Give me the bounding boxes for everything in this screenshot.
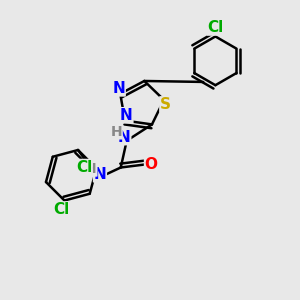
Text: H: H (110, 125, 122, 139)
Text: O: O (145, 157, 158, 172)
Text: N: N (120, 108, 133, 123)
Text: N: N (94, 167, 106, 182)
Text: S: S (160, 97, 171, 112)
Text: H: H (85, 162, 97, 176)
Text: N: N (118, 130, 131, 145)
Text: Cl: Cl (207, 20, 224, 35)
Text: Cl: Cl (76, 160, 92, 175)
Text: Cl: Cl (53, 202, 70, 217)
Text: N: N (112, 81, 125, 96)
